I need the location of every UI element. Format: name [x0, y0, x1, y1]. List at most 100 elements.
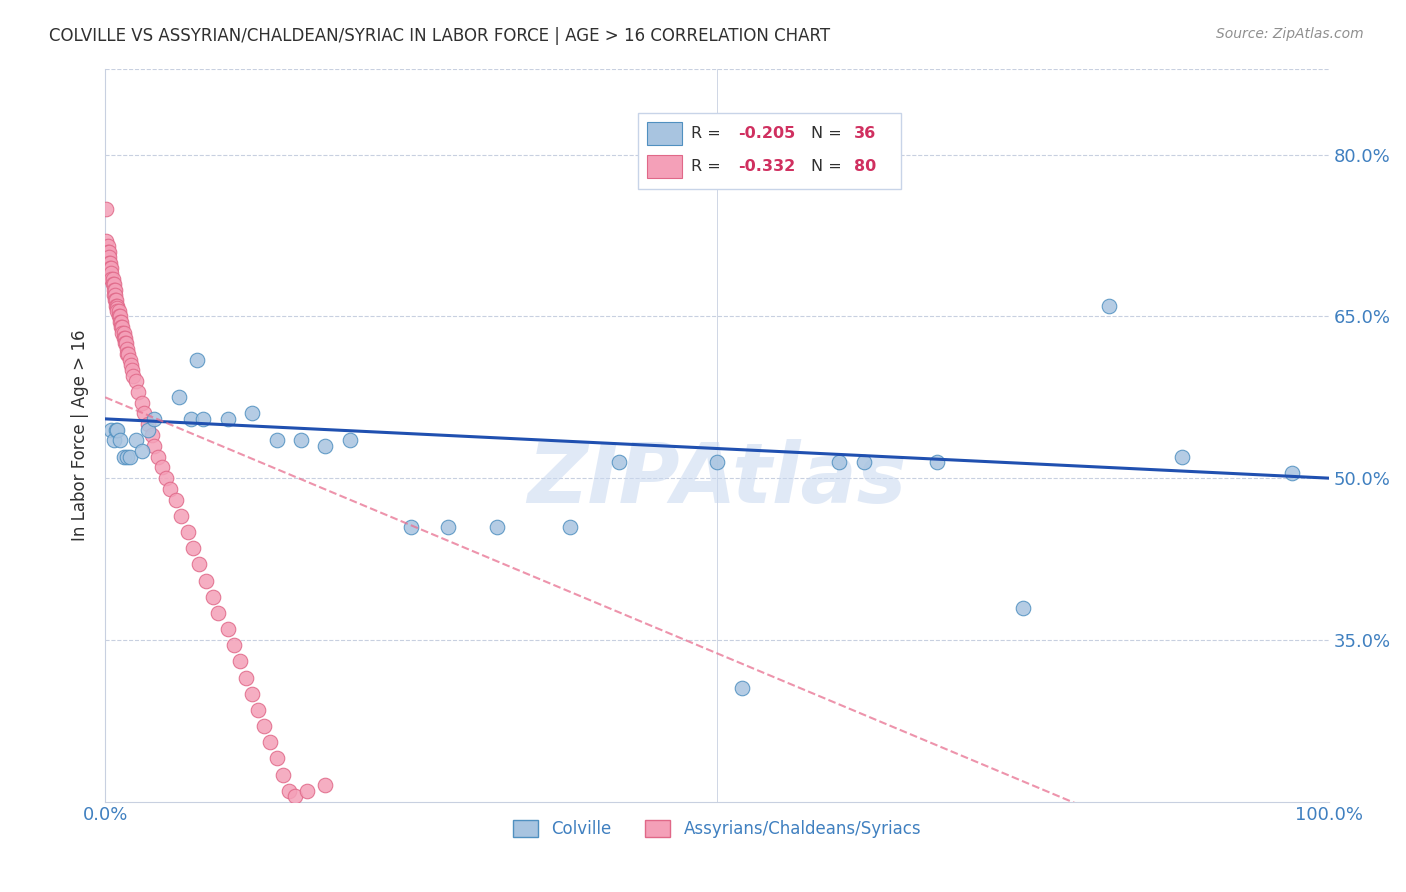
Point [98, 260, 121, 275]
Point [706, 455, 728, 469]
Point [107, 304, 129, 318]
Point [125, 434, 148, 448]
Point [399, 519, 422, 533]
Point [271, 767, 294, 781]
Point [115, 450, 138, 464]
Point [107, 423, 129, 437]
Point [107, 310, 129, 324]
Point [266, 434, 288, 448]
Point [97, 250, 120, 264]
Y-axis label: In Labor Force | Age > 16: In Labor Force | Age > 16 [72, 329, 89, 541]
Point [131, 444, 153, 458]
Point [101, 277, 124, 292]
Point [167, 390, 190, 404]
Point [103, 434, 125, 448]
Point [188, 558, 211, 572]
Point [143, 412, 166, 426]
Point [852, 455, 875, 469]
Point [115, 347, 138, 361]
Point [155, 471, 177, 485]
Point [110, 315, 132, 329]
Point [290, 434, 312, 448]
Point [295, 784, 318, 798]
Point [97, 244, 120, 259]
Point [105, 423, 128, 437]
Point [127, 384, 149, 399]
Point [108, 434, 131, 448]
Point [117, 347, 139, 361]
Point [143, 439, 166, 453]
Point [222, 638, 245, 652]
Point [607, 455, 630, 469]
Point [180, 412, 202, 426]
Point [1171, 450, 1194, 464]
Point [121, 363, 143, 377]
Point [118, 352, 141, 367]
Point [118, 450, 141, 464]
Text: COLVILLE VS ASSYRIAN/CHALDEAN/SYRIAC IN LABOR FORCE | AGE > 16 CORRELATION CHART: COLVILLE VS ASSYRIAN/CHALDEAN/SYRIAC IN … [49, 27, 831, 45]
Point [183, 541, 205, 556]
Point [97, 255, 120, 269]
Point [110, 320, 132, 334]
Point [259, 735, 281, 749]
Point [112, 331, 135, 345]
Point [266, 751, 288, 765]
Point [150, 460, 173, 475]
Point [485, 519, 508, 533]
Point [229, 655, 252, 669]
Point [114, 336, 136, 351]
Point [120, 358, 142, 372]
Text: -0.332: -0.332 [738, 160, 796, 174]
Point [136, 423, 159, 437]
Point [136, 417, 159, 432]
Point [159, 482, 181, 496]
Point [146, 450, 169, 464]
Point [730, 681, 752, 696]
Point [100, 266, 122, 280]
Point [560, 519, 582, 533]
Point [125, 374, 148, 388]
Point [131, 395, 153, 409]
Point [103, 288, 125, 302]
Point [194, 574, 217, 588]
Text: Source: ZipAtlas.com: Source: ZipAtlas.com [1216, 27, 1364, 41]
Point [170, 508, 193, 523]
Point [115, 336, 138, 351]
Point [96, 202, 118, 216]
Point [107, 304, 129, 318]
Point [107, 299, 129, 313]
Point [114, 331, 136, 345]
Point [103, 283, 125, 297]
Point [104, 283, 127, 297]
Point [108, 310, 131, 324]
Point [103, 277, 125, 292]
Point [247, 703, 270, 717]
Point [141, 428, 163, 442]
Point [315, 439, 337, 453]
Text: N =: N = [811, 127, 848, 141]
Point [277, 784, 299, 798]
Point [315, 778, 337, 792]
Point [105, 299, 128, 313]
Point [104, 288, 127, 302]
Point [97, 250, 120, 264]
Point [111, 326, 134, 340]
Point [240, 687, 263, 701]
Point [105, 293, 128, 308]
Point [111, 320, 134, 334]
Point [186, 352, 208, 367]
Point [191, 412, 214, 426]
Point [104, 293, 127, 308]
Bar [647, 122, 682, 145]
Point [177, 524, 200, 539]
Point [217, 412, 239, 426]
Bar [647, 155, 682, 178]
Text: ZIPAtlas: ZIPAtlas [527, 439, 907, 519]
Point [112, 450, 135, 464]
Point [97, 239, 120, 253]
Point [240, 407, 263, 421]
Point [339, 434, 361, 448]
Point [108, 315, 131, 329]
Point [100, 260, 122, 275]
Point [201, 590, 224, 604]
